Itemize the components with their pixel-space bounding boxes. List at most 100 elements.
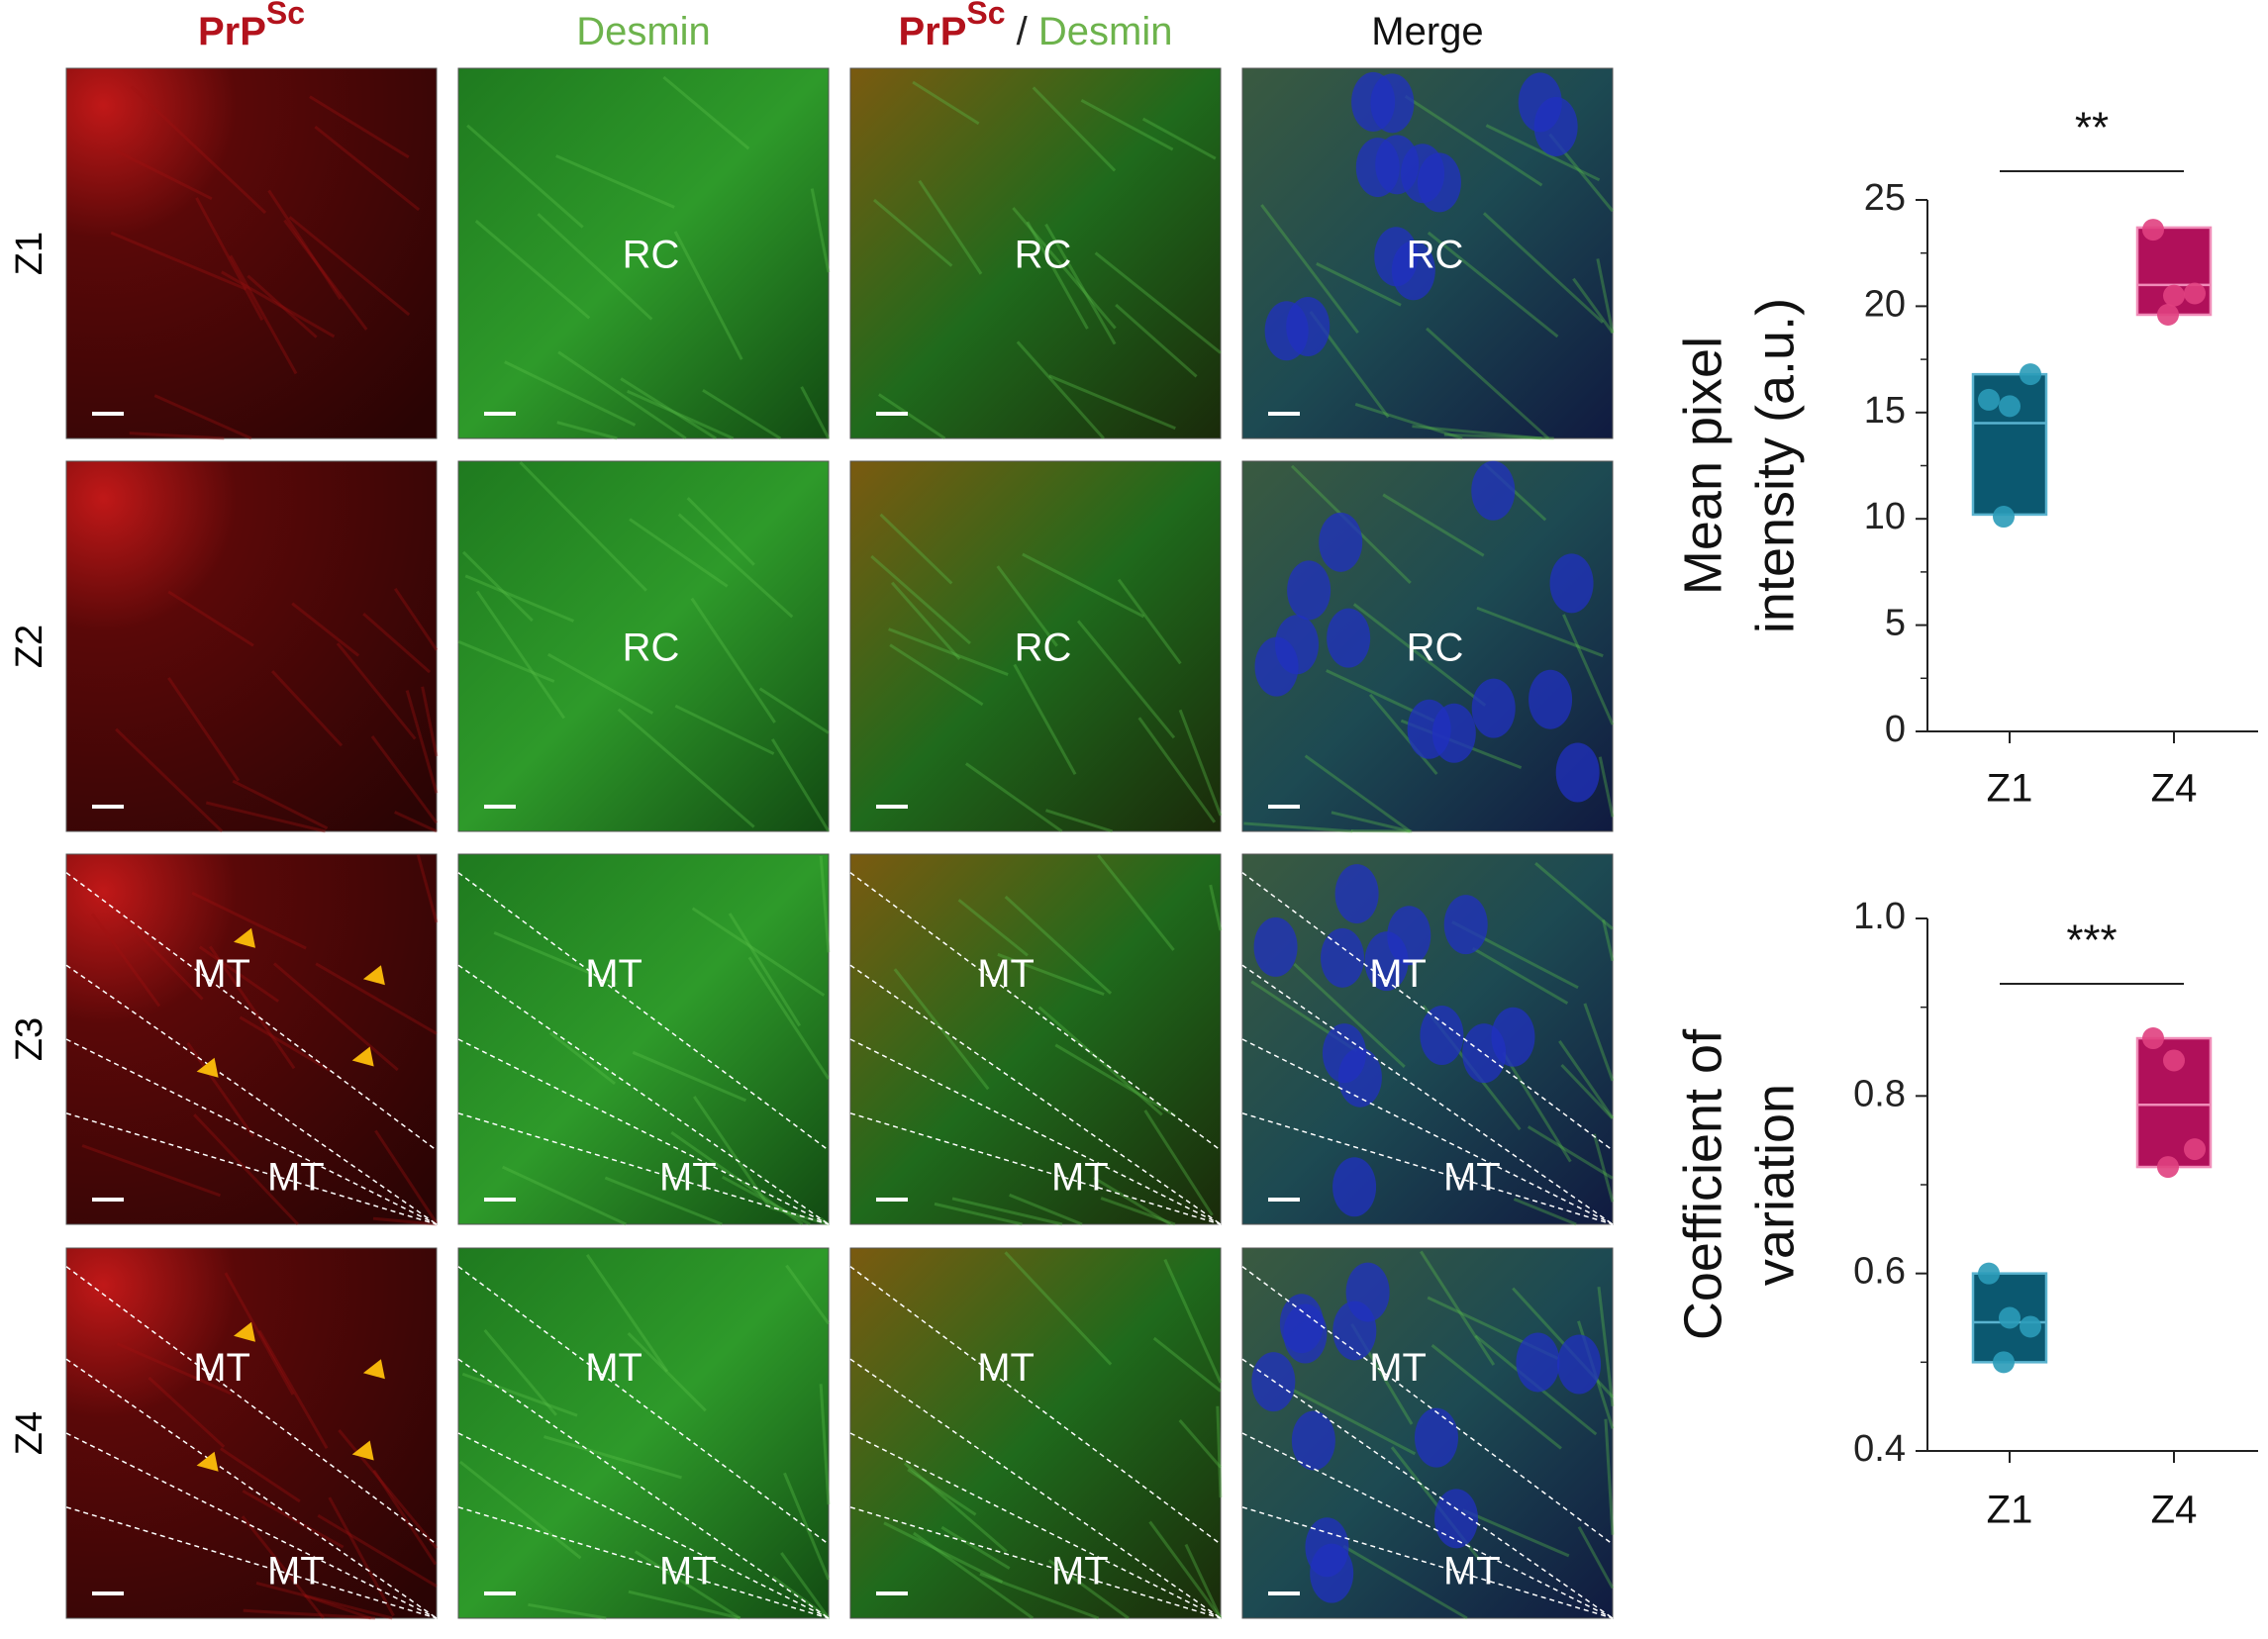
arrowhead: [234, 927, 255, 948]
texture: [893, 854, 1223, 1226]
fiber: [690, 597, 776, 723]
fiber: [758, 687, 830, 734]
texture: [873, 80, 1222, 440]
fiber: [273, 962, 399, 1072]
outline: [849, 964, 1222, 1225]
nucleus: [1327, 608, 1371, 668]
fiber: [1382, 493, 1485, 557]
arrowhead: [196, 1451, 219, 1472]
fiber: [1502, 1051, 1572, 1163]
outline: [1241, 1432, 1614, 1619]
texture: [116, 1272, 439, 1620]
nucleus: [1251, 1352, 1296, 1412]
fiber: [267, 189, 343, 300]
fiber: [979, 1572, 1100, 1620]
fiber: [879, 513, 953, 585]
image-label: MT: [977, 952, 1035, 996]
fiber: [504, 360, 637, 427]
fiber: [670, 1130, 804, 1226]
fiber: [198, 945, 280, 1003]
outline: [457, 1358, 830, 1619]
micrograph: [457, 67, 830, 439]
outline: [849, 1432, 1222, 1619]
y-tick-label: 0: [1885, 709, 1906, 750]
outline: [65, 1506, 438, 1619]
fiber: [116, 149, 213, 201]
nucleus: [1322, 1023, 1366, 1084]
scale-bar: [1268, 1198, 1300, 1202]
fiber: [996, 565, 1058, 647]
fiber: [1045, 809, 1114, 833]
outline: [849, 1358, 1222, 1619]
image-label: MT: [1369, 1346, 1427, 1390]
nucleus: [1321, 927, 1365, 988]
nucleus: [1310, 1543, 1354, 1603]
column-header: Desmin: [576, 10, 711, 53]
fiber: [1602, 919, 1615, 962]
arrowhead: [362, 965, 385, 986]
fiber: [1163, 1259, 1223, 1384]
scale-bar: [876, 805, 908, 809]
row-label: Z3: [9, 1017, 50, 1061]
fiber: [416, 854, 439, 923]
outline: [457, 1266, 830, 1545]
texture: [493, 855, 831, 1226]
arrowhead: [196, 1057, 219, 1078]
scale-bar: [1268, 805, 1300, 809]
fiber: [224, 1272, 295, 1396]
nucleus: [1462, 1023, 1507, 1084]
nucleus: [1391, 241, 1435, 301]
fiber: [662, 75, 750, 150]
fiber: [677, 513, 794, 619]
image-label: RC: [623, 233, 680, 276]
column-header: PrPSc / Desmin: [898, 0, 1172, 53]
fiber: [528, 1602, 607, 1620]
nucleus: [1253, 916, 1298, 977]
outline: [457, 1112, 830, 1225]
fiber: [627, 389, 735, 440]
fiber: [1430, 1344, 1562, 1450]
fiber: [374, 1129, 439, 1224]
fiber: [1485, 124, 1601, 182]
nucleus: [1414, 1407, 1458, 1468]
fiber: [519, 461, 647, 592]
fiber: [1354, 403, 1463, 440]
fiber: [148, 1376, 226, 1448]
outline: [1241, 1506, 1614, 1619]
fiber: [1293, 962, 1406, 1068]
y-tick-label: 25: [1864, 177, 1906, 219]
fiber: [1184, 1543, 1223, 1619]
fiber: [208, 945, 296, 1070]
micrograph: [65, 460, 438, 832]
fiber: [1420, 1250, 1496, 1366]
nucleus: [1254, 636, 1299, 697]
fiber: [1592, 1133, 1615, 1203]
data-point: [2163, 1049, 2185, 1072]
scale-bar: [92, 1591, 124, 1595]
fiber: [1094, 251, 1222, 354]
outline: [65, 1038, 438, 1225]
fiber: [889, 643, 984, 707]
fiber: [883, 1521, 1004, 1584]
micrograph: [849, 67, 1222, 439]
x-tick-label: Z4: [2151, 1489, 2198, 1532]
fiber: [686, 497, 755, 566]
fiber: [110, 231, 247, 291]
fiber: [1143, 1109, 1214, 1216]
nucleus: [1471, 678, 1516, 738]
fiber: [1047, 1559, 1130, 1620]
fiber: [903, 1462, 1008, 1553]
fiber: [1572, 277, 1615, 335]
y-tick-label: 20: [1864, 283, 1906, 325]
fiber: [957, 899, 1029, 957]
fiber: [940, 1525, 1011, 1570]
fiber: [1583, 1003, 1615, 1082]
fiber: [1476, 606, 1604, 658]
nucleus: [1420, 1006, 1464, 1066]
fiber: [1009, 1193, 1083, 1226]
fiber: [1597, 1287, 1615, 1406]
fiber: [283, 219, 368, 331]
fiber: [912, 80, 980, 126]
arrowhead: [362, 1359, 385, 1380]
